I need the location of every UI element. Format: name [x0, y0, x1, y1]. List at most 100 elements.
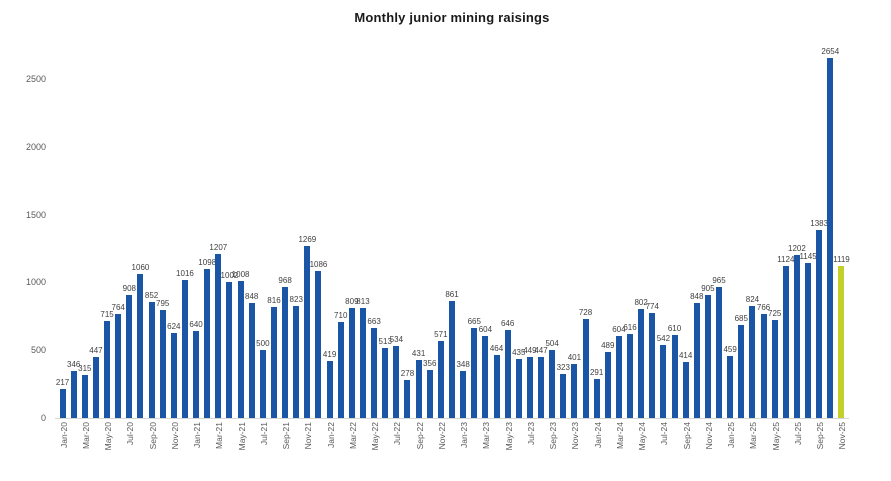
y-tick-label: 500 [30, 345, 46, 356]
bar-value-label: 278 [400, 369, 415, 379]
x-tick-label: Sep-25 [815, 422, 826, 450]
bar [704, 295, 711, 418]
x-tick-label: May-21 [236, 422, 247, 451]
bar [504, 330, 511, 418]
x-tick-label: Jul-24 [659, 422, 670, 446]
bar [827, 58, 834, 418]
bar-value-label: 795 [156, 299, 170, 309]
bar-value-label: 1016 [176, 269, 194, 279]
bar-value-label: 500 [256, 339, 270, 349]
bar [760, 314, 767, 418]
bar-value-label: 464 [489, 344, 504, 354]
x-tick-label: Sep-24 [681, 422, 692, 450]
bar-value-label: 1383 [810, 219, 829, 229]
bar [415, 359, 422, 418]
x-tick-label: Mar-20 [80, 422, 91, 449]
bar-value-label: 624 [167, 322, 181, 332]
x-tick-label: May-23 [503, 422, 514, 451]
bar [248, 303, 255, 418]
bar [104, 321, 111, 418]
x-tick-label: May-22 [370, 422, 381, 451]
bar [259, 350, 266, 418]
x-axis-line [55, 418, 849, 419]
bar [371, 328, 378, 418]
bar [515, 359, 522, 418]
y-tick-label: 0 [40, 413, 46, 423]
bar [326, 361, 333, 418]
bar [270, 307, 277, 418]
bar [204, 269, 211, 418]
bar [393, 345, 400, 418]
bar-value-label: 823 [289, 295, 303, 305]
bar [382, 348, 389, 418]
bar [671, 335, 678, 418]
bar [604, 351, 611, 418]
bar [793, 255, 800, 418]
bar [615, 336, 622, 418]
bar [359, 307, 366, 418]
x-tick-label: Jul-20 [125, 422, 136, 446]
bar [348, 308, 355, 418]
x-tick-label: Nov-20 [169, 422, 180, 450]
x-tick-label: Mar-25 [748, 422, 759, 449]
bar [693, 303, 700, 418]
bar-value-label: 715 [100, 310, 114, 320]
x-tick-label: Sep-22 [414, 422, 425, 450]
bar [437, 340, 444, 418]
y-tick-label: 1000 [25, 277, 46, 288]
bar [493, 355, 500, 418]
bar [782, 265, 789, 418]
x-tick-label: Mar-24 [614, 422, 625, 449]
bar-value-label: 1269 [298, 234, 317, 244]
bar [293, 306, 300, 418]
bar [215, 254, 222, 418]
bar-value-label: 604 [478, 325, 493, 335]
bar-value-label: 291 [589, 367, 604, 377]
bar-value-label: 908 [122, 283, 136, 293]
bar [137, 274, 144, 418]
bar-value-label: 447 [534, 346, 548, 356]
bar [649, 313, 656, 418]
bar-value-label: 348 [456, 359, 470, 369]
x-tick-label: Nov-22 [436, 422, 447, 450]
bar [771, 319, 778, 418]
x-tick-label: Mar-22 [347, 422, 358, 449]
bar-value-label: 459 [723, 344, 737, 354]
plot-area: 217 346 315 447 715 764 908 1060 852 795 624 1016 64… [56, 38, 850, 418]
bar-value-label: 1008 [231, 270, 250, 280]
bar [148, 302, 155, 418]
bar-value-label: 663 [367, 317, 381, 327]
bar [70, 371, 77, 418]
bar-value-label: 571 [434, 329, 448, 339]
bar-value-label: 848 [690, 292, 704, 302]
x-tick-label: Mar-23 [481, 422, 492, 449]
bar-value-label: 449 [523, 346, 537, 356]
bar [426, 369, 433, 418]
bar [526, 357, 533, 418]
bar [315, 270, 322, 418]
bar-value-label: 809 [345, 297, 359, 307]
bar [816, 230, 823, 418]
bar-value-label: 610 [667, 324, 682, 334]
bar-value-label: 401 [567, 352, 582, 362]
x-tick-label: Nov-23 [570, 422, 581, 450]
bar-value-label: 315 [78, 364, 92, 374]
bar [126, 294, 133, 418]
bar-value-label: 802 [634, 298, 648, 308]
bar [560, 374, 567, 418]
bar [549, 349, 556, 418]
bar-value-label: 534 [389, 334, 404, 344]
x-tick-label: Jul-23 [525, 422, 536, 446]
bar [638, 309, 645, 418]
chart-title: Monthly junior mining raisings [354, 10, 550, 25]
bar-value-label: 728 [578, 308, 593, 318]
bar-value-label: 489 [601, 340, 615, 350]
bar [582, 319, 589, 418]
x-tick-label: Jan-21 [192, 422, 203, 448]
bar [571, 363, 578, 418]
bar-value-label: 1060 [131, 263, 150, 273]
x-tick-label: Jan-23 [459, 422, 470, 448]
x-tick-label: Jan-25 [726, 422, 737, 448]
x-tick-label: May-25 [770, 422, 781, 451]
bar-value-label: 1086 [309, 259, 328, 269]
